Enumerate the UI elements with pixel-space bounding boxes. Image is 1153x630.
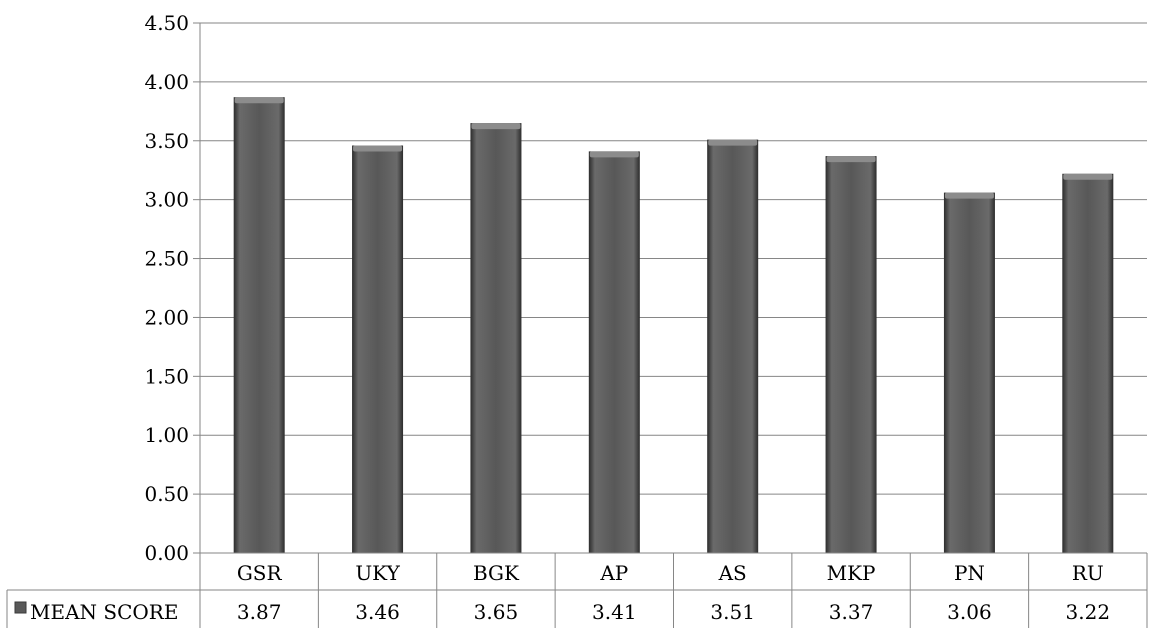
x-tick-label: RU <box>1072 561 1104 585</box>
bar-bevel <box>1063 173 1113 180</box>
bar-bevel <box>234 97 284 104</box>
bar <box>825 156 877 554</box>
bar <box>470 123 522 553</box>
bar-bevel <box>589 151 639 158</box>
bar-bgk <box>470 123 522 553</box>
y-tick-label: 1.00 <box>144 423 189 447</box>
bar-bevel <box>471 123 521 130</box>
bar <box>707 139 759 553</box>
x-tick-label: PN <box>954 561 985 585</box>
data-label: 3.87 <box>237 600 282 624</box>
x-tick-label: MKP <box>827 561 876 585</box>
gridlines <box>200 22 1147 554</box>
bar-bevel <box>944 192 994 199</box>
bar <box>233 97 285 553</box>
y-tick-label: 4.00 <box>144 70 189 94</box>
legend-swatch <box>14 601 27 614</box>
data-table: GSR 3.87 UKY 3.46 BGK 3.65 AP 3.41 AS 3.51 MKP 3.37… <box>6 552 1148 628</box>
bar <box>943 192 995 553</box>
bar <box>1062 173 1114 553</box>
bar-ap <box>588 151 640 553</box>
y-tick-label: 4.50 <box>144 11 189 35</box>
y-tick-label: 0.00 <box>144 541 189 565</box>
bar-bevel <box>826 156 876 163</box>
bar-pn <box>943 192 995 553</box>
legend-label: MEAN SCORE <box>30 600 178 624</box>
bar-mkp <box>825 156 877 554</box>
y-tick-label: 2.00 <box>144 305 189 329</box>
bar-uky <box>352 145 404 553</box>
x-tick-label: UKY <box>355 561 400 585</box>
y-tick-label: 2.50 <box>144 247 189 271</box>
data-label: 3.51 <box>710 600 755 624</box>
bar-ru <box>1062 173 1114 553</box>
bar <box>352 145 404 553</box>
y-tick-label: 1.50 <box>144 364 189 388</box>
data-label: 3.06 <box>947 600 992 624</box>
data-label: 3.46 <box>355 600 400 624</box>
bar-as <box>707 139 759 553</box>
x-tick-label: AS <box>718 561 747 585</box>
y-tick-label: 3.50 <box>144 129 189 153</box>
x-tick-label: GSR <box>237 561 283 585</box>
y-axis: 0.00 0.50 1.00 1.50 2.00 2.50 3.00 3.50 4.00 4.50 <box>144 11 201 628</box>
x-tick-label: BGK <box>473 561 520 585</box>
data-label: 3.22 <box>1066 600 1111 624</box>
bar-bevel <box>708 139 758 146</box>
bars <box>233 97 1114 554</box>
data-label: 3.65 <box>474 600 519 624</box>
bar <box>588 151 640 553</box>
bar-bevel <box>353 145 403 152</box>
y-tick-label: 3.00 <box>144 188 189 212</box>
y-tick-label: 0.50 <box>144 482 189 506</box>
bar-gsr <box>233 97 285 553</box>
data-label: 3.41 <box>592 600 637 624</box>
x-tick-label: AP <box>599 561 628 585</box>
data-label: 3.37 <box>829 600 874 624</box>
